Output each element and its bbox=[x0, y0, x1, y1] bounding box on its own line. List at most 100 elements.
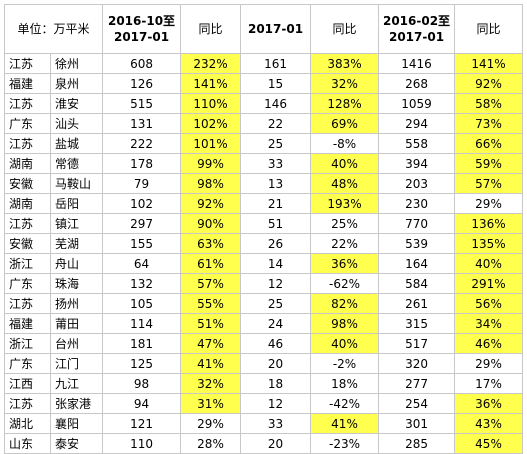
city: 常德 bbox=[49, 153, 104, 174]
header-cell: 2017-01 bbox=[240, 4, 312, 54]
value-cell: 57% bbox=[454, 173, 524, 194]
value-cell: 29% bbox=[454, 353, 524, 374]
province: 江苏 bbox=[4, 93, 51, 114]
city: 汕头 bbox=[49, 113, 104, 134]
data-row: 江苏 徐州 608 232% 161 383% 1416 141% bbox=[4, 53, 524, 74]
city: 襄阳 bbox=[49, 413, 104, 434]
value-cell: 22 bbox=[240, 113, 312, 134]
value-cell: 64 bbox=[102, 253, 182, 274]
value-cell: 69% bbox=[310, 113, 380, 134]
value-cell: 33 bbox=[240, 413, 312, 434]
value-cell: 517 bbox=[378, 333, 456, 354]
province: 安徽 bbox=[4, 233, 51, 254]
city: 岳阳 bbox=[49, 193, 104, 214]
value-cell: 141% bbox=[454, 53, 524, 74]
province: 江西 bbox=[4, 373, 51, 394]
data-row: 湖南 岳阳 102 92% 21 193% 230 29% bbox=[4, 193, 524, 214]
value-cell: 110% bbox=[180, 93, 242, 114]
value-cell: 297 bbox=[102, 213, 182, 234]
value-cell: 1416 bbox=[378, 53, 456, 74]
value-cell: 59% bbox=[454, 153, 524, 174]
city: 江门 bbox=[49, 353, 104, 374]
province: 福建 bbox=[4, 73, 51, 94]
value-cell: 73% bbox=[454, 113, 524, 134]
header-cell: 同比 bbox=[454, 4, 524, 54]
value-cell: 101% bbox=[180, 133, 242, 154]
table-body: 江苏 徐州 608 232% 161 383% 1416 141% 福建 泉州 126 141% 15 3… bbox=[4, 53, 524, 454]
value-cell: 25 bbox=[240, 293, 312, 314]
value-cell: 1059 bbox=[378, 93, 456, 114]
value-cell: 222 bbox=[102, 133, 182, 154]
value-cell: 12 bbox=[240, 273, 312, 294]
value-cell: 18 bbox=[240, 373, 312, 394]
value-cell: 29% bbox=[180, 413, 242, 434]
value-cell: 24 bbox=[240, 313, 312, 334]
value-cell: 164 bbox=[378, 253, 456, 274]
value-cell: -23% bbox=[310, 433, 380, 454]
province: 山东 bbox=[4, 433, 51, 454]
data-row: 江苏 盐城 222 101% 25 -8% 558 66% bbox=[4, 133, 524, 154]
province: 浙江 bbox=[4, 333, 51, 354]
data-row: 福建 泉州 126 141% 15 32% 268 92% bbox=[4, 73, 524, 94]
value-cell: 34% bbox=[454, 313, 524, 334]
province: 福建 bbox=[4, 313, 51, 334]
data-row: 浙江 舟山 64 61% 14 36% 164 40% bbox=[4, 253, 524, 274]
value-cell: 136% bbox=[454, 213, 524, 234]
value-cell: 383% bbox=[310, 53, 380, 74]
value-cell: 608 bbox=[102, 53, 182, 74]
value-cell: 121 bbox=[102, 413, 182, 434]
city: 珠海 bbox=[49, 273, 104, 294]
value-cell: 515 bbox=[102, 93, 182, 114]
data-row: 湖北 襄阳 121 29% 33 41% 301 43% bbox=[4, 413, 524, 434]
value-cell: 51% bbox=[180, 313, 242, 334]
value-cell: 110 bbox=[102, 433, 182, 454]
data-table: 单位：万平米 2016-10至 2017-01 同比 2017-01 同比 2016-02… bbox=[3, 4, 524, 454]
data-row: 江苏 淮安 515 110% 146 128% 1059 58% bbox=[4, 93, 524, 114]
city: 盐城 bbox=[49, 133, 104, 154]
value-cell: 261 bbox=[378, 293, 456, 314]
value-cell: 90% bbox=[180, 213, 242, 234]
data-row: 安徽 马鞍山 79 98% 13 48% 203 57% bbox=[4, 173, 524, 194]
value-cell: 40% bbox=[310, 333, 380, 354]
value-cell: 161 bbox=[240, 53, 312, 74]
value-cell: 25% bbox=[310, 213, 380, 234]
value-cell: 40% bbox=[310, 153, 380, 174]
value-cell: 21 bbox=[240, 193, 312, 214]
province: 湖北 bbox=[4, 413, 51, 434]
value-cell: 25 bbox=[240, 133, 312, 154]
value-cell: 232% bbox=[180, 53, 242, 74]
value-cell: 98% bbox=[180, 173, 242, 194]
data-row: 江苏 镇江 297 90% 51 25% 770 136% bbox=[4, 213, 524, 234]
value-cell: 48% bbox=[310, 173, 380, 194]
value-cell: 12 bbox=[240, 393, 312, 414]
data-row: 广东 江门 125 41% 20 -2% 320 29% bbox=[4, 353, 524, 374]
header-cell: 2016-10至 2017-01 bbox=[102, 4, 182, 54]
value-cell: -62% bbox=[310, 273, 380, 294]
province: 湖南 bbox=[4, 153, 51, 174]
province: 广东 bbox=[4, 273, 51, 294]
value-cell: 14 bbox=[240, 253, 312, 274]
value-cell: 132 bbox=[102, 273, 182, 294]
value-cell: 98% bbox=[310, 313, 380, 334]
value-cell: 128% bbox=[310, 93, 380, 114]
value-cell: 277 bbox=[378, 373, 456, 394]
data-row: 广东 汕头 131 102% 22 69% 294 73% bbox=[4, 113, 524, 134]
value-cell: 66% bbox=[454, 133, 524, 154]
header-cell: 同比 bbox=[310, 4, 380, 54]
value-cell: -42% bbox=[310, 393, 380, 414]
value-cell: 94 bbox=[102, 393, 182, 414]
province: 江苏 bbox=[4, 133, 51, 154]
city: 马鞍山 bbox=[49, 173, 104, 194]
value-cell: 51 bbox=[240, 213, 312, 234]
value-cell: 41% bbox=[310, 413, 380, 434]
header-row: 单位：万平米 2016-10至 2017-01 同比 2017-01 同比 2016-02… bbox=[3, 4, 524, 54]
city: 莆田 bbox=[49, 313, 104, 334]
header-cell: 单位：万平米 bbox=[3, 4, 104, 54]
value-cell: -8% bbox=[310, 133, 380, 154]
value-cell: 47% bbox=[180, 333, 242, 354]
province: 广东 bbox=[4, 113, 51, 134]
data-row: 湖南 常德 178 99% 33 40% 394 59% bbox=[4, 153, 524, 174]
value-cell: 105 bbox=[102, 293, 182, 314]
value-cell: 22% bbox=[310, 233, 380, 254]
